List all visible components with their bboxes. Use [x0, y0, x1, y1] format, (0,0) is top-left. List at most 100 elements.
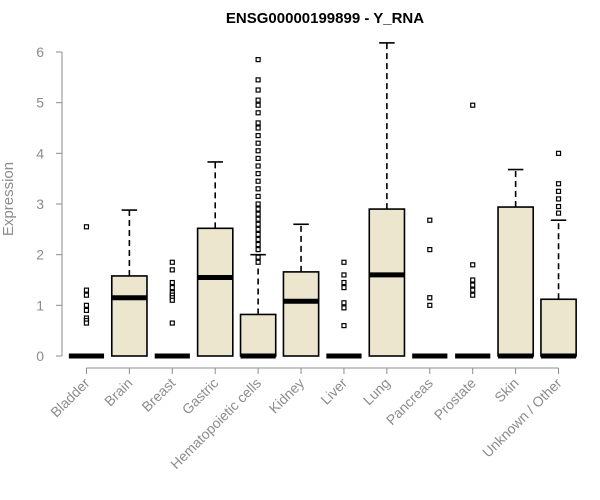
y-axis-label: Expression	[0, 162, 17, 236]
outlier-point	[255, 77, 261, 83]
outlier-point	[255, 140, 261, 146]
x-tick-label: Unknown / Other	[479, 375, 565, 461]
box-iqr	[368, 208, 406, 357]
outlier-point	[555, 210, 562, 216]
outlier-point	[255, 120, 261, 126]
box-pancreas	[412, 217, 448, 359]
y-tick-label: 2	[36, 247, 44, 263]
chart-title: ENSG00000199899 - Y_RNA	[226, 10, 424, 27]
outlier-point	[169, 320, 175, 326]
outlier-point	[83, 224, 90, 230]
outlier-point	[427, 217, 433, 223]
outlier-point	[255, 259, 261, 265]
outlier-point	[470, 262, 476, 268]
box-gastric	[196, 161, 234, 357]
outlier-point	[255, 178, 261, 184]
outlier-point	[555, 150, 562, 156]
outlier-point	[255, 97, 261, 103]
outlier-point	[255, 102, 261, 108]
outlier-point	[169, 267, 175, 273]
outlier-point	[555, 188, 562, 194]
outlier-point	[555, 181, 562, 187]
x-tick-label: Gastric	[179, 375, 222, 418]
x-tick-label: Liver	[317, 375, 350, 408]
box-skin	[497, 168, 535, 359]
box-lung	[368, 42, 406, 357]
outlier-point	[83, 302, 90, 308]
outlier-point	[255, 206, 261, 212]
outlier-point	[427, 247, 433, 253]
outlier-point	[470, 292, 476, 298]
outlier-point	[255, 171, 261, 177]
outlier-point	[255, 110, 261, 116]
outlier-point	[427, 295, 433, 301]
outlier-point	[470, 277, 476, 283]
box-iqr	[282, 271, 320, 357]
x-tick-label: Skin	[491, 375, 522, 406]
outlier-point	[255, 186, 261, 192]
x-tick-label: Bladder	[47, 375, 93, 421]
box-prostate	[455, 102, 491, 359]
y-tick-label: 6	[36, 44, 44, 60]
outlier-point	[427, 302, 433, 308]
outlier-point	[341, 285, 347, 291]
outlier-point	[255, 231, 261, 237]
box-iqr	[110, 275, 148, 357]
outlier-point	[255, 133, 261, 139]
box-iqr	[540, 298, 577, 357]
outlier-point	[169, 259, 175, 265]
box-unknown-other	[540, 150, 577, 359]
outlier-point	[255, 155, 261, 161]
outlier-point	[341, 259, 347, 265]
outlier-point	[255, 221, 261, 227]
outlier-point	[255, 125, 261, 131]
outlier-point	[255, 241, 261, 248]
box-iqr	[497, 206, 535, 357]
outlier-point	[555, 203, 562, 210]
outlier-point	[341, 300, 347, 306]
box-breast	[154, 259, 190, 359]
y-tick-label: 5	[36, 95, 44, 111]
y-tick-label: 4	[36, 145, 44, 161]
outlier-point	[470, 287, 476, 293]
outlier-point	[169, 285, 175, 291]
outlier-point	[83, 287, 90, 293]
outlier-point	[255, 201, 261, 207]
outlier-point	[255, 193, 261, 199]
outlier-point	[255, 226, 261, 232]
box-liver	[326, 259, 362, 359]
y-tick-label: 3	[36, 196, 44, 212]
x-tick-label: Lung	[360, 375, 393, 408]
box-brain	[110, 209, 148, 357]
x-tick-label: Pancreas	[383, 375, 436, 428]
outlier-point	[255, 163, 261, 169]
outlier-point	[169, 297, 175, 303]
outlier-point	[255, 216, 261, 222]
outlier-point	[470, 282, 476, 288]
box-kidney	[282, 223, 320, 357]
outlier-point	[255, 56, 261, 63]
outlier-point	[341, 323, 347, 329]
box-iqr	[239, 313, 277, 357]
box-hematopoietic-cells	[239, 56, 277, 359]
outlier-point	[255, 247, 261, 253]
outlier-point	[169, 279, 175, 286]
outlier-point	[83, 320, 90, 326]
outlier-point	[555, 196, 562, 202]
x-tick-label: Breast	[138, 375, 178, 415]
outlier-point	[255, 211, 261, 217]
outlier-point	[255, 87, 261, 93]
y-axis-ticks: 0 1 2 3 4 5 6	[36, 44, 62, 364]
y-tick-label: 1	[36, 297, 44, 313]
outlier-point	[470, 102, 476, 108]
outlier-point	[341, 272, 347, 278]
outlier-point	[255, 236, 261, 243]
boxplot-boxes	[68, 42, 577, 359]
box-iqr	[196, 227, 234, 357]
box-bladder	[68, 224, 105, 359]
outlier-point	[83, 292, 90, 298]
outlier-point	[255, 254, 261, 260]
outlier-point	[83, 307, 90, 313]
